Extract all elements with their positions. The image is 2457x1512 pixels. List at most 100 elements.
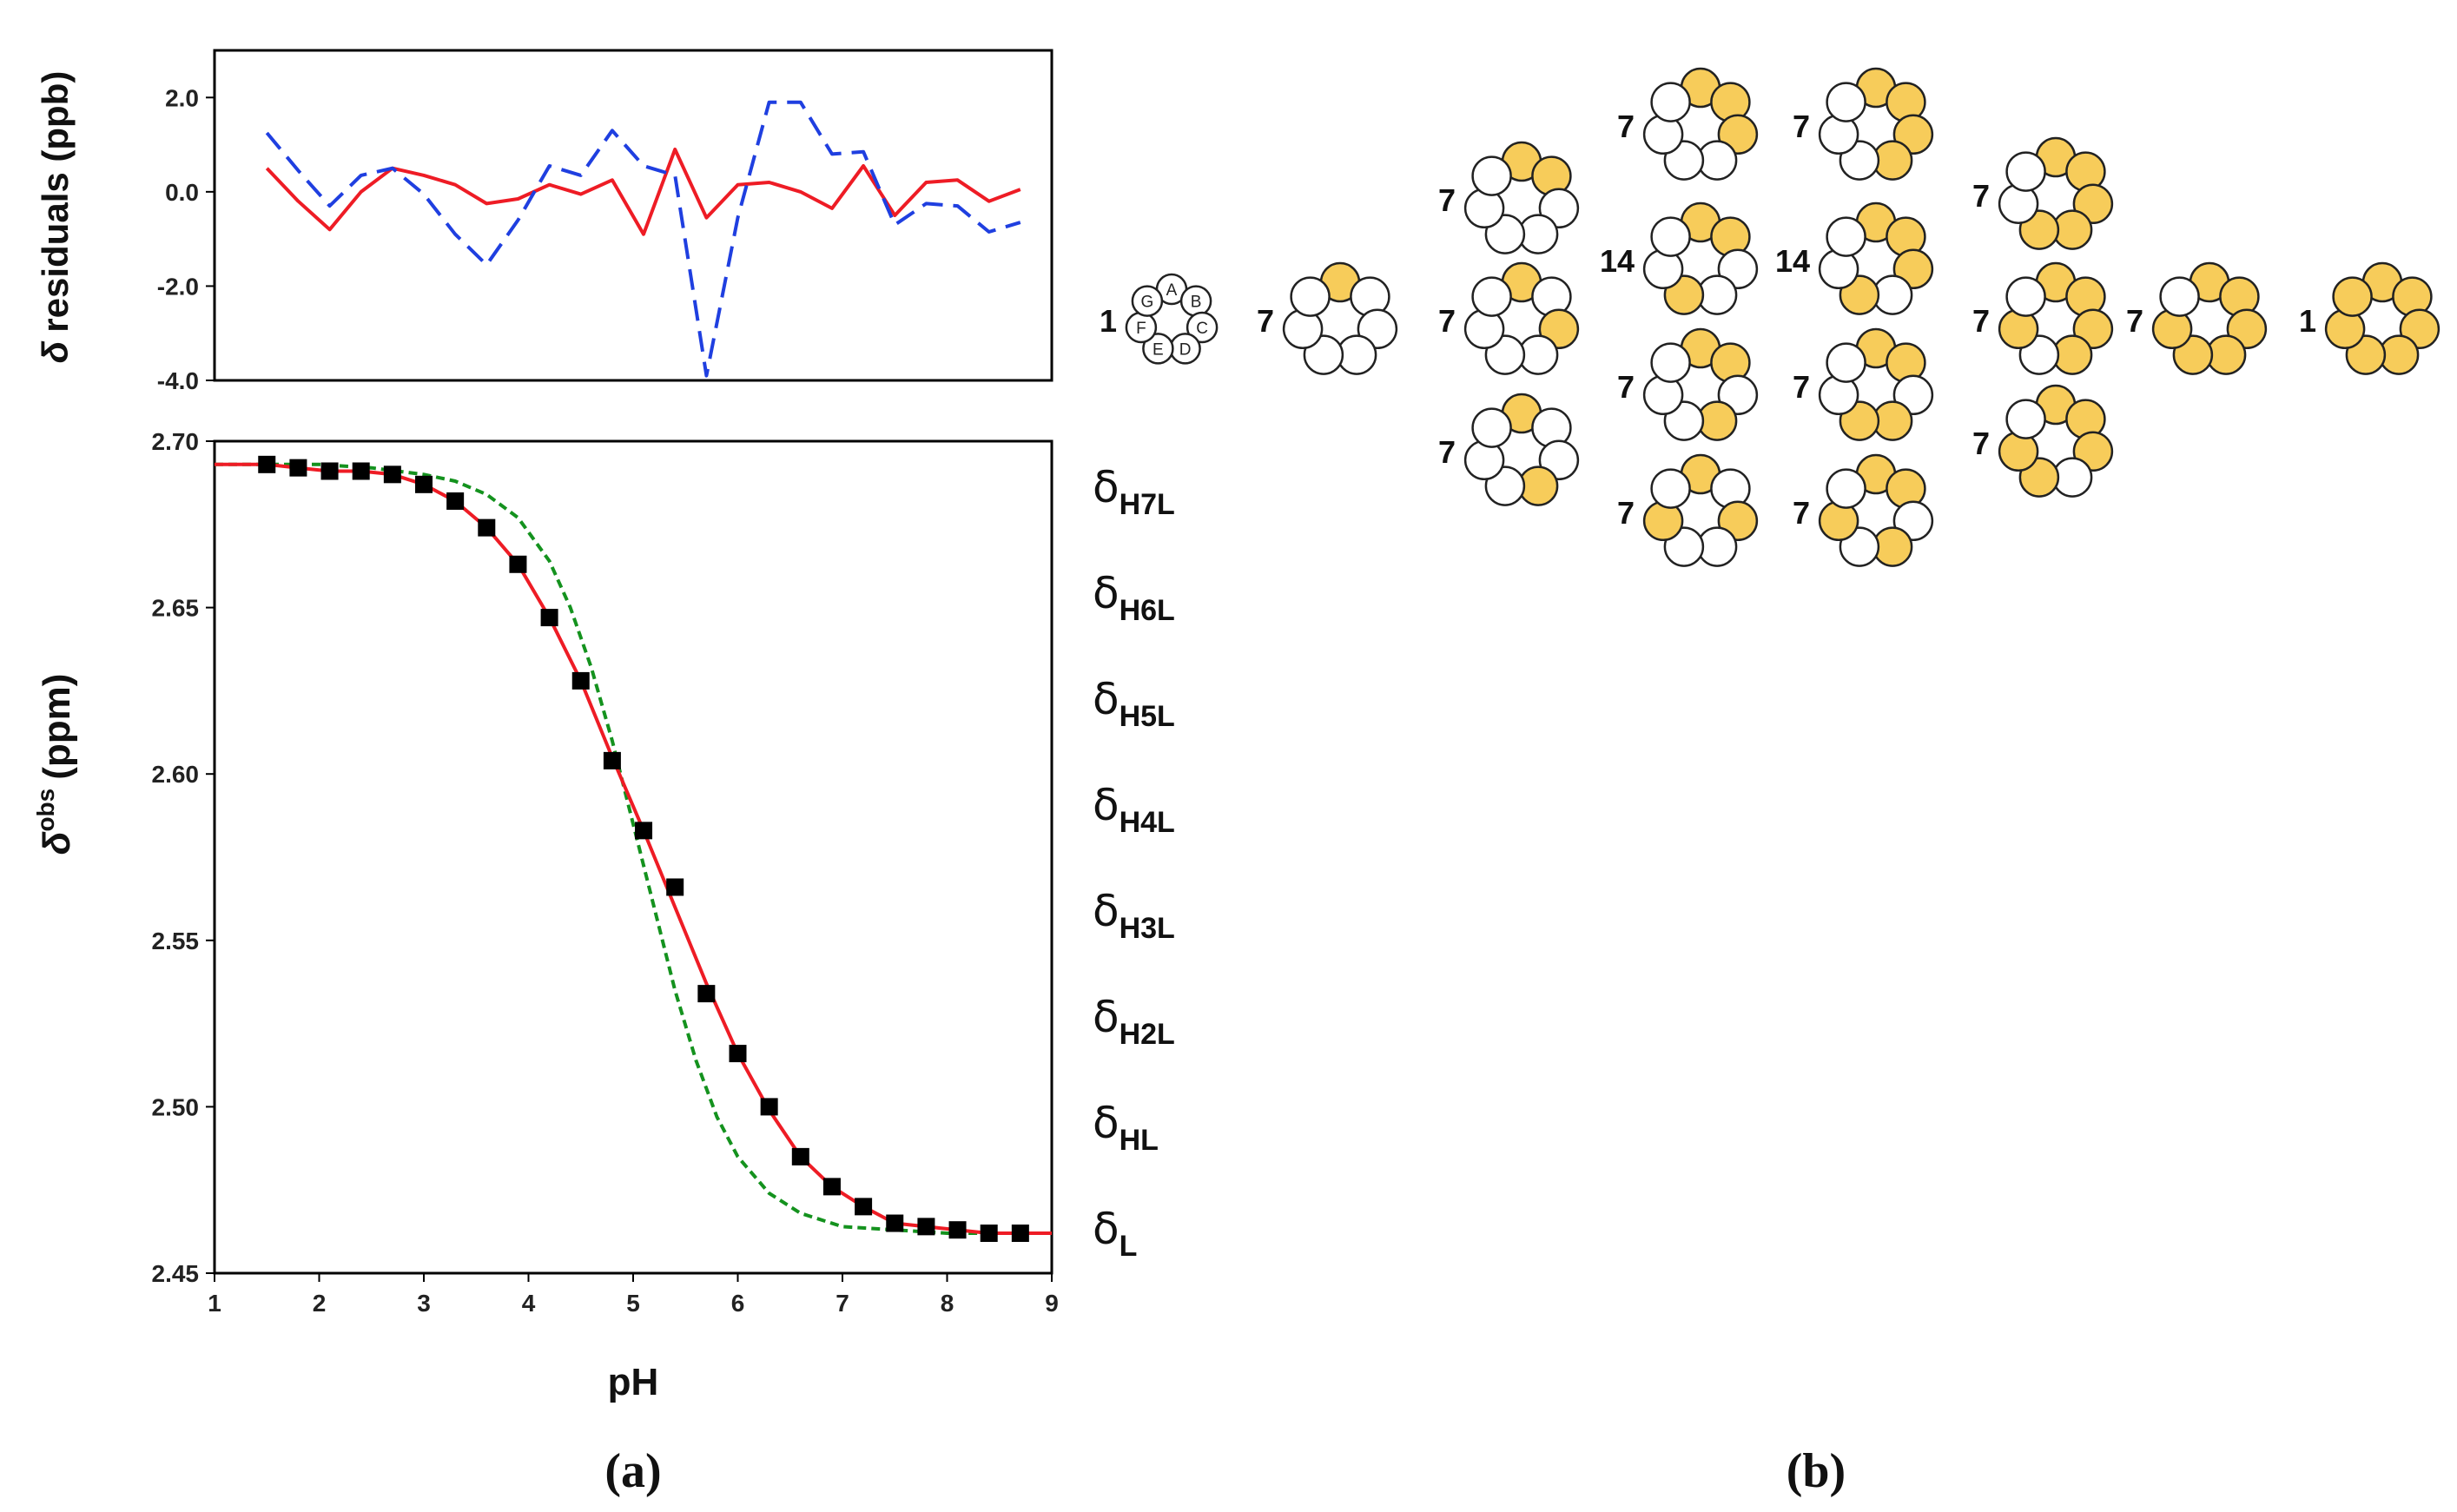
observed-point [791, 1147, 809, 1165]
observed-point [948, 1221, 967, 1239]
species-count-label: 7 [1617, 109, 1635, 144]
site-free [2159, 276, 2200, 317]
species-ring: 7 [2126, 261, 2268, 375]
site-free [1471, 276, 1512, 317]
level-label-h4l: δH4L [1093, 780, 1175, 839]
species-count-label: 7 [1438, 434, 1456, 470]
site-free [1142, 333, 1174, 365]
species-count-label: 7 [1617, 369, 1635, 405]
titration-y-axis-label: δobs (ppm) [32, 674, 78, 855]
level-label-h7l: δH7L [1093, 462, 1175, 521]
titration-x-tick-label: 6 [731, 1290, 745, 1317]
species-count-label: 14 [1600, 243, 1635, 279]
titration-x-tick-label: 5 [626, 1290, 640, 1317]
observed-point [258, 455, 276, 473]
site-letter-label: B [1191, 294, 1202, 312]
level-label-h5l: δH5L [1093, 674, 1175, 733]
residuals-y-tick-label: -4.0 [157, 367, 199, 394]
observed-point [822, 1178, 841, 1196]
species-count-label: 1 [2299, 303, 2316, 339]
site-letter-label: E [1153, 340, 1164, 359]
level-symbol: δ [1093, 462, 1120, 512]
level-symbol: δ [1093, 674, 1120, 724]
observed-point [352, 462, 370, 480]
site-free [1650, 342, 1691, 383]
species-ring: 7 [1972, 384, 2114, 498]
species-ring: 7 [1438, 261, 1580, 375]
titration-x-tick-label: 8 [941, 1290, 954, 1317]
site-letter-label: A [1166, 281, 1178, 300]
titration-y-unit: (ppm) [36, 674, 78, 780]
site-free [1650, 468, 1691, 509]
site-free [1290, 276, 1331, 317]
site-free [1186, 311, 1219, 344]
level-subscript: H4L [1120, 806, 1175, 839]
titration-y-sup: obs [32, 789, 59, 832]
species-ring: 14 [1775, 201, 1934, 315]
species-ring: 7 [1438, 393, 1580, 506]
species-ring: 7 [1793, 327, 1934, 441]
residuals-y-tick-label: 0.0 [165, 179, 199, 206]
fit-stepwise-line [215, 462, 1052, 1235]
species-count-label: 7 [1972, 426, 1990, 461]
level-label-h2l: δH2L [1093, 992, 1175, 1051]
species-count-label: 7 [1793, 109, 1810, 144]
panel-a-caption: (a) [604, 1444, 661, 1498]
species-count-label: 7 [2126, 303, 2143, 339]
residuals-plot-frame [213, 49, 1053, 382]
level-symbol: δ [1093, 886, 1120, 936]
observed-point [666, 878, 684, 896]
level-symbol: δ [1093, 780, 1120, 830]
observed-point [917, 1218, 935, 1236]
titration-x-tick-label: 7 [836, 1290, 849, 1317]
species-count-label: 7 [1972, 303, 1990, 339]
site-free [1471, 155, 1512, 196]
titration-y-tick-label: 2.60 [152, 761, 200, 788]
observed-point [478, 518, 496, 537]
observed-point [1011, 1225, 1029, 1243]
titration-x-tick-label: 2 [313, 1290, 327, 1317]
observed-point [383, 465, 401, 484]
site-letter-label: C [1196, 320, 1208, 338]
titration-plot-frame [213, 439, 1053, 1275]
species-ring: 7 [1972, 261, 2114, 375]
site-free [1471, 407, 1512, 448]
observed-point [886, 1214, 904, 1232]
level-subscript: H3L [1120, 912, 1175, 945]
level-subscript: H5L [1120, 700, 1175, 733]
fit-single-step-line [215, 462, 1052, 1235]
level-subscript: H6L [1120, 594, 1175, 627]
species-ring: 7 [1438, 141, 1580, 254]
titration-x-tick-label: 9 [1045, 1290, 1059, 1317]
level-label-h3l: δH3L [1093, 886, 1175, 945]
level-subscript: H7L [1120, 488, 1175, 521]
site-free [1826, 342, 1866, 383]
observed-point [540, 609, 558, 627]
level-label-hl: δHL [1093, 1098, 1159, 1157]
species-ring: 7 [1617, 453, 1759, 567]
observed-point [320, 462, 339, 480]
titration-y-tick-label: 2.55 [152, 928, 200, 954]
site-free [1826, 216, 1866, 257]
species-ring: 14 [1600, 201, 1759, 315]
site-letter-label: F [1136, 320, 1146, 338]
observed-point [729, 1045, 747, 1063]
level-symbol: δ [1093, 992, 1120, 1042]
species-count-label: 7 [1793, 369, 1810, 405]
panel-b-caption: (b) [1787, 1444, 1846, 1498]
site-free [1650, 82, 1691, 122]
observed-point [980, 1225, 998, 1243]
observed-point [571, 671, 590, 690]
species-count-label: 7 [1617, 495, 1635, 531]
level-symbol: δ [1093, 568, 1120, 618]
species-ring: 7 [1793, 67, 1934, 181]
residuals-chart: 2.0 0.0 -2.0 -4.0 δ residuals (ppb) [35, 49, 1053, 394]
site-letter-label: G [1141, 294, 1154, 312]
titration-y-tick-label: 2.65 [152, 595, 200, 622]
site-free [1650, 216, 1691, 257]
titration-y-tick-label: 2.50 [152, 1093, 200, 1120]
titration-y-symbol: δ [36, 831, 78, 855]
